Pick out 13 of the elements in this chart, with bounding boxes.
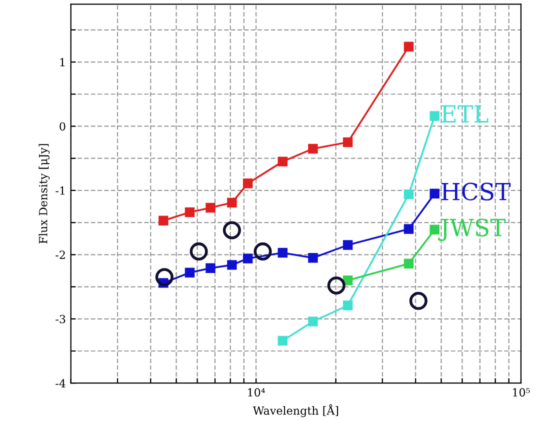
x-axis-title: Wavelength [Å] (252, 404, 338, 418)
y-axis-title: Flux Density [μJy] (38, 144, 50, 244)
y-tick-label: -4 (56, 379, 66, 388)
y-tick-label: -2 (56, 250, 65, 259)
y-tick-label: -1 (56, 186, 64, 195)
y-tick-label: 1 (60, 58, 64, 66)
x-tick-label: 10⁴ (248, 388, 266, 397)
x-tick-label: 10⁵ (513, 388, 530, 397)
y-tick-label: 0 (60, 122, 66, 131)
series-label: JWST (438, 218, 506, 242)
series-label: ETL (442, 105, 488, 122)
series-label: HCST (442, 182, 511, 201)
y-tick-label: -3 (56, 314, 66, 324)
